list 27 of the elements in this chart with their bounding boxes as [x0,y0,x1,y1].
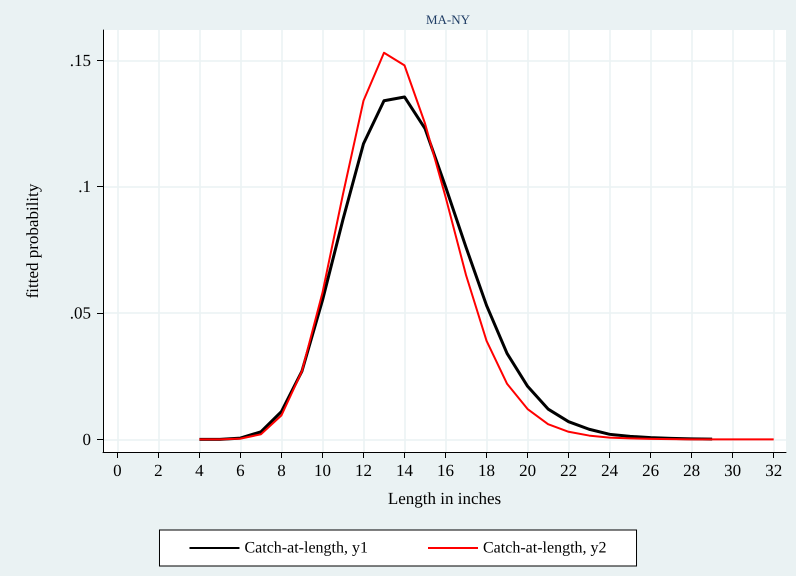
y-axis-title: fitted probability [23,183,42,298]
x-tick-label: 8 [277,461,286,480]
x-tick-label: 24 [601,461,619,480]
x-tick-label: 4 [195,461,204,480]
line-series [198,52,775,440]
x-tick-label: 26 [642,461,660,480]
legend-label: Catch-at-length, y1 [244,540,368,556]
x-tick-label: 28 [683,461,700,480]
chart-title: MA-NY [426,12,471,27]
y-tick-label: .1 [78,177,91,196]
x-tick-label: 14 [396,461,414,480]
x-tick-label: 16 [437,461,454,480]
x-tick-label: 10 [314,461,331,480]
y-tick-label: .15 [70,50,91,70]
x-tick-label: 20 [519,461,536,480]
legend-label: Catch-at-length, y2 [483,540,607,556]
y-tick-label: 0 [82,430,91,449]
y-tick-label: .05 [70,304,91,323]
x-tick-label: 30 [724,461,742,480]
x-axis-title: Length in inches [388,489,502,508]
x-tick-label: 6 [236,461,245,480]
x-tick-label: 0 [113,461,122,480]
x-tick-label: 12 [354,461,372,480]
x-tick-label: 2 [154,461,163,480]
x-tick-label: 32 [765,461,782,480]
x-tick-label: 18 [478,461,496,480]
x-tick-label: 22 [560,461,578,480]
